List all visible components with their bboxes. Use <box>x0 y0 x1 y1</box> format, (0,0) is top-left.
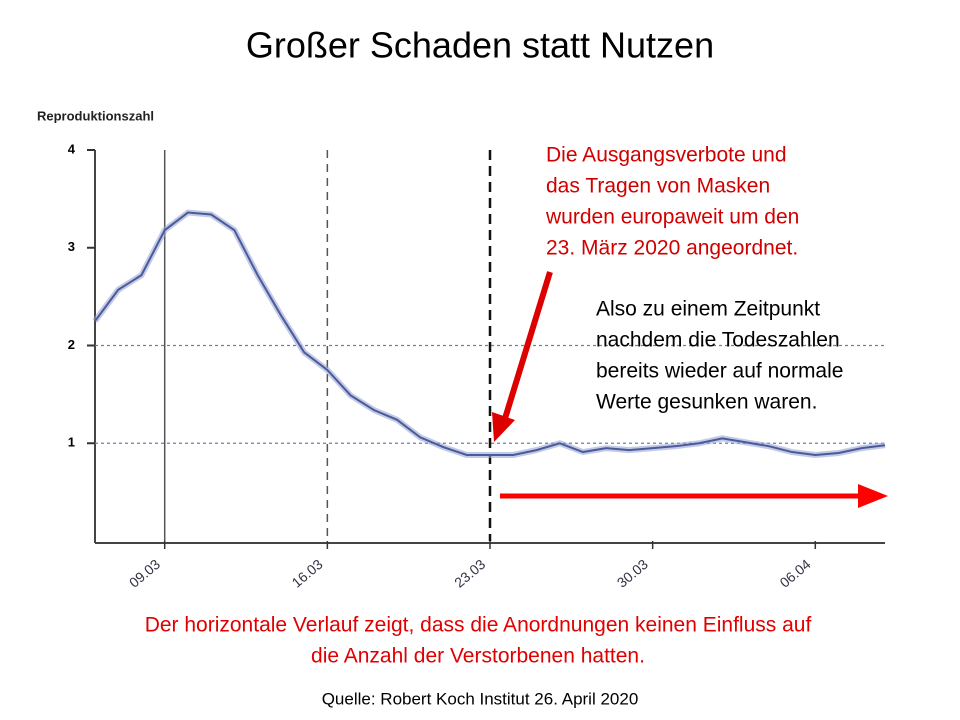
y-tick-label: 4 <box>68 141 76 156</box>
annotation-measures: Die Ausgangsverbote und <box>546 144 787 167</box>
annotation-timing: Werte gesunken waren. <box>596 391 817 414</box>
slide-title: Großer Schaden statt Nutzen <box>246 25 714 66</box>
y-tick-label: 1 <box>68 435 75 450</box>
annotation-measures: wurden europaweit um den <box>545 206 799 229</box>
y-axis-label: Reproduktionszahl <box>37 108 154 123</box>
annotation-timing: Also zu einem Zeitpunkt <box>596 298 820 321</box>
annotations: Die Ausgangsverbote und das Tragen von Ma… <box>145 144 844 709</box>
y-tick-label: 2 <box>68 337 75 352</box>
source: Quelle: Robert Koch Institut 26. April 2… <box>322 689 639 708</box>
x-tick-label: 09.03 <box>126 556 163 591</box>
annotation-timing: bereits wieder auf normale <box>596 360 843 383</box>
annotation-conclusion: die Anzahl der Verstorbenen hatten. <box>311 645 645 668</box>
arrow-head <box>492 412 515 442</box>
annotation-measures: das Tragen von Masken <box>546 175 770 198</box>
x-tick-label: 23.03 <box>451 556 488 591</box>
y-tick-label: 3 <box>68 239 75 254</box>
x-tick-label: 16.03 <box>289 556 326 591</box>
annotation-measures: 23. März 2020 angeordnet. <box>546 237 798 260</box>
x-tick-label: 30.03 <box>614 556 651 591</box>
annotation-conclusion: Der horizontale Verlauf zeigt, dass die … <box>145 614 812 637</box>
x-tick-label: 06.04 <box>776 556 813 591</box>
arrow-head <box>858 484 888 508</box>
series-line <box>94 211 886 456</box>
arrow <box>500 271 553 426</box>
annotation-timing: nachdem die Todeszahlen <box>596 329 840 352</box>
